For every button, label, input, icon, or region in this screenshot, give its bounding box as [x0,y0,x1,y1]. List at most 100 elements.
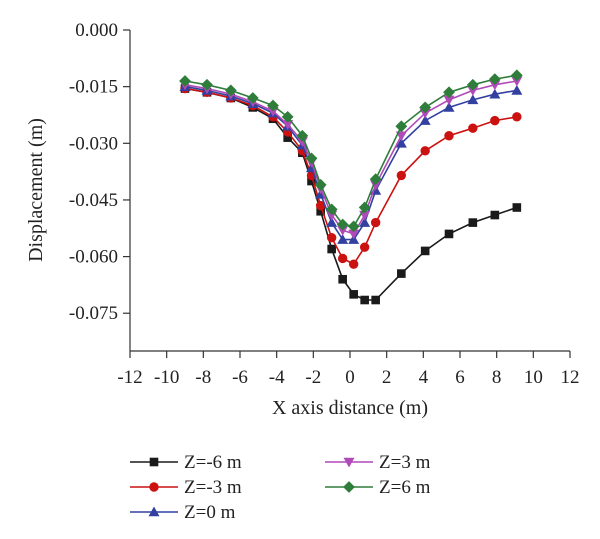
data-point-square [283,133,292,142]
data-point-triangle-down [267,106,279,117]
data-point-triangle-down [348,229,360,240]
legend-item: Z=-6 m [130,452,242,473]
data-point-circle [359,242,370,252]
data-point-diamond [281,110,294,123]
legend-item: Z=0 m [130,502,236,523]
data-point-diamond [314,178,327,191]
data-point-triangle-up [359,217,371,227]
data-point-triangle-up [148,506,160,517]
data-point-triangle-down [443,95,455,106]
data-point-triangle-up [511,84,523,95]
data-point-diamond [296,129,309,142]
x-tick-label: 8 [492,367,502,388]
x-axis-title: X axis distance (m) [272,397,428,419]
y-axis-title: Displacement (m) [25,118,47,262]
series-layer [179,69,523,305]
data-point-triangle-down [337,225,349,236]
y-tick-label: 0.000 [75,20,118,41]
data-point-square [444,229,454,239]
data-point-circle [348,259,359,269]
data-point-circle [490,115,500,126]
data-point-circle [149,482,159,492]
data-point-circle [512,112,522,122]
legend: Z=-6 m Z=-3 m Z=0 m Z=3 m Z=6 m [130,452,431,523]
data-point-diamond [267,99,279,112]
data-point-square [349,290,358,299]
data-point-triangle-up [337,234,349,244]
data-point-diamond [358,201,371,214]
series-line [184,87,518,301]
data-point-diamond [343,481,355,493]
data-point-diamond [246,92,259,104]
data-point-diamond [419,101,432,114]
data-point-diamond [466,78,479,91]
x-tick-label: -2 [305,367,321,388]
legend-label: Z=3 m [379,452,431,473]
data-point-circle [315,200,326,211]
data-point-diamond [325,203,338,216]
data-point-triangle-up [326,217,338,227]
series-line [184,80,517,235]
x-tick-label: -10 [154,367,179,388]
data-point-triangle-down [282,120,294,130]
data-point-square [468,218,478,227]
series-line [184,87,517,266]
data-point-diamond [395,120,408,133]
data-point-triangle-down [489,80,501,91]
legend-label: Z=0 m [184,502,236,523]
y-tick-label: -0.045 [69,190,118,211]
data-point-diamond [369,173,382,186]
data-point-triangle-down [296,137,308,147]
data-point-square [490,210,500,220]
data-point-triangle-up [467,94,479,105]
y-tick-label: -0.030 [69,133,118,154]
data-point-triangle-down [370,180,382,191]
data-point-diamond [179,75,191,87]
axes: 0.000 -0.015 -0.030 -0.045 -0.060 -0.075 -12 -1… [69,20,580,388]
legend-label: Z=6 m [379,477,431,498]
data-point-square [327,244,336,254]
data-point-square [316,206,325,216]
x-tick-label: 10 [524,367,543,388]
y-tick-label: -0.015 [69,77,118,98]
data-point-diamond [488,73,501,85]
data-point-square [512,203,522,212]
data-point-diamond [443,86,455,99]
data-point-square [371,295,380,305]
data-point-square [338,274,347,284]
x-tick-label: 12 [561,367,580,388]
data-point-circle [420,146,430,156]
y-tick-label: -0.075 [69,303,118,324]
series-z3m [179,76,523,240]
y-tick-label: -0.060 [69,247,118,268]
data-point-triangle-down [511,76,523,87]
data-point-diamond [224,84,237,97]
x-tick-label: -6 [232,367,248,388]
data-point-diamond [510,69,523,82]
x-tick-label: -12 [117,367,142,388]
data-point-diamond [347,220,360,233]
data-point-circle [468,123,478,133]
data-point-triangle-up [489,88,501,99]
data-point-circle [370,217,381,228]
x-tick-label: -8 [195,367,211,388]
x-tick-label: 6 [455,367,465,388]
x-tick-label: -4 [269,367,285,388]
data-point-circle [444,131,454,141]
data-point-circle [326,233,337,243]
data-point-triangle-up [419,115,431,125]
series-line [184,85,517,241]
data-point-diamond [336,218,349,231]
legend-item: Z=6 m [325,477,431,498]
data-point-triangle-down [419,108,431,119]
series-z6m [179,69,523,233]
data-point-triangle-down [343,457,355,468]
data-point-triangle-down [467,86,479,96]
legend-label: Z=-3 m [184,477,242,498]
x-tick-label: 4 [419,367,429,388]
data-point-square [360,295,369,305]
data-point-circle [337,253,348,264]
data-point-square [149,457,159,467]
data-point-triangle-down [395,131,407,142]
